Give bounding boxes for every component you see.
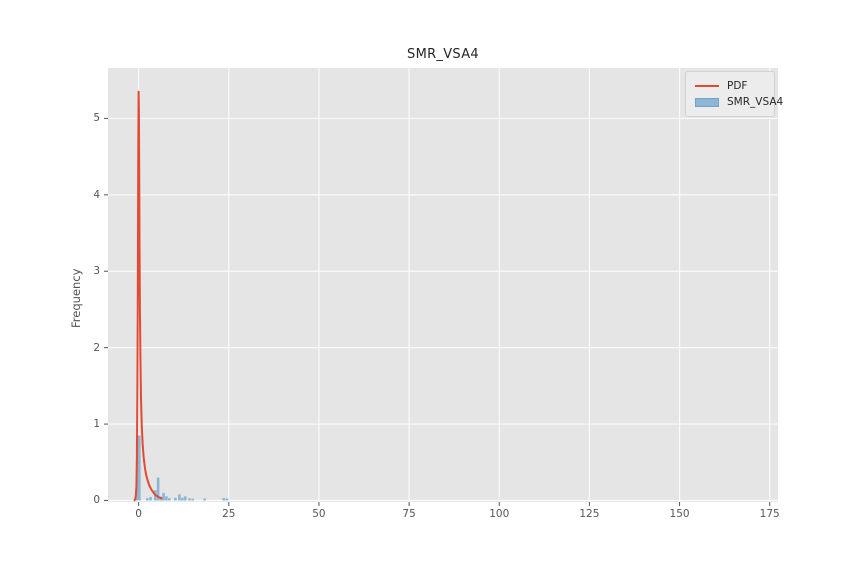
histogram-bar bbox=[156, 477, 160, 501]
pdf-line-swatch-icon bbox=[695, 85, 719, 87]
histogram-bar bbox=[146, 498, 149, 501]
histogram-bar bbox=[135, 435, 141, 501]
histogram-bar bbox=[203, 498, 206, 501]
y-tick-label-3: 3 bbox=[93, 265, 100, 278]
x-tick-label-0: 0 bbox=[135, 508, 142, 520]
x-tick-label-50: 50 bbox=[312, 508, 326, 520]
histogram-bar bbox=[149, 497, 152, 501]
histogram-bar bbox=[168, 498, 171, 501]
histogram-patch-swatch-icon bbox=[695, 97, 719, 107]
x-tick-label-75: 75 bbox=[402, 508, 416, 520]
y-axis-label-text: Frequency bbox=[69, 268, 83, 328]
y-tick-label-5: 5 bbox=[93, 112, 100, 125]
legend-label-histogram: SMR_VSA4 bbox=[727, 96, 784, 108]
histogram-bar bbox=[174, 497, 177, 501]
y-tick-label-4: 4 bbox=[93, 188, 100, 201]
histogram-bar bbox=[183, 496, 187, 501]
y-tick-label-2: 2 bbox=[93, 341, 100, 354]
histogram-bar bbox=[222, 498, 226, 501]
histogram-bar bbox=[162, 492, 165, 501]
y-tick-label-0: 0 bbox=[93, 494, 100, 507]
histogram-bar bbox=[165, 496, 168, 501]
x-tick-label-175: 175 bbox=[759, 508, 780, 520]
legend-label-pdf: PDF bbox=[727, 80, 748, 92]
chart-title: SMR_VSA4 bbox=[407, 47, 479, 62]
x-tick-label-100: 100 bbox=[489, 508, 510, 520]
legend-entry-pdf: PDF bbox=[695, 78, 766, 94]
x-tick-label-25: 25 bbox=[222, 508, 236, 520]
x-tick-label-125: 125 bbox=[579, 508, 600, 520]
plot-area bbox=[108, 68, 778, 502]
histogram-bar bbox=[188, 498, 191, 501]
histogram-bar bbox=[180, 497, 184, 501]
histogram-bar bbox=[191, 498, 195, 501]
legend-entry-histogram: SMR_VSA4 bbox=[695, 94, 783, 110]
histogram-bar bbox=[178, 494, 181, 501]
y-tick-label-1: 1 bbox=[93, 418, 100, 431]
histogram-bar bbox=[225, 498, 229, 501]
x-tick-label-150: 150 bbox=[669, 508, 690, 520]
pdf-curve bbox=[133, 90, 163, 502]
legend: PDF SMR_VSA4 bbox=[685, 71, 783, 117]
